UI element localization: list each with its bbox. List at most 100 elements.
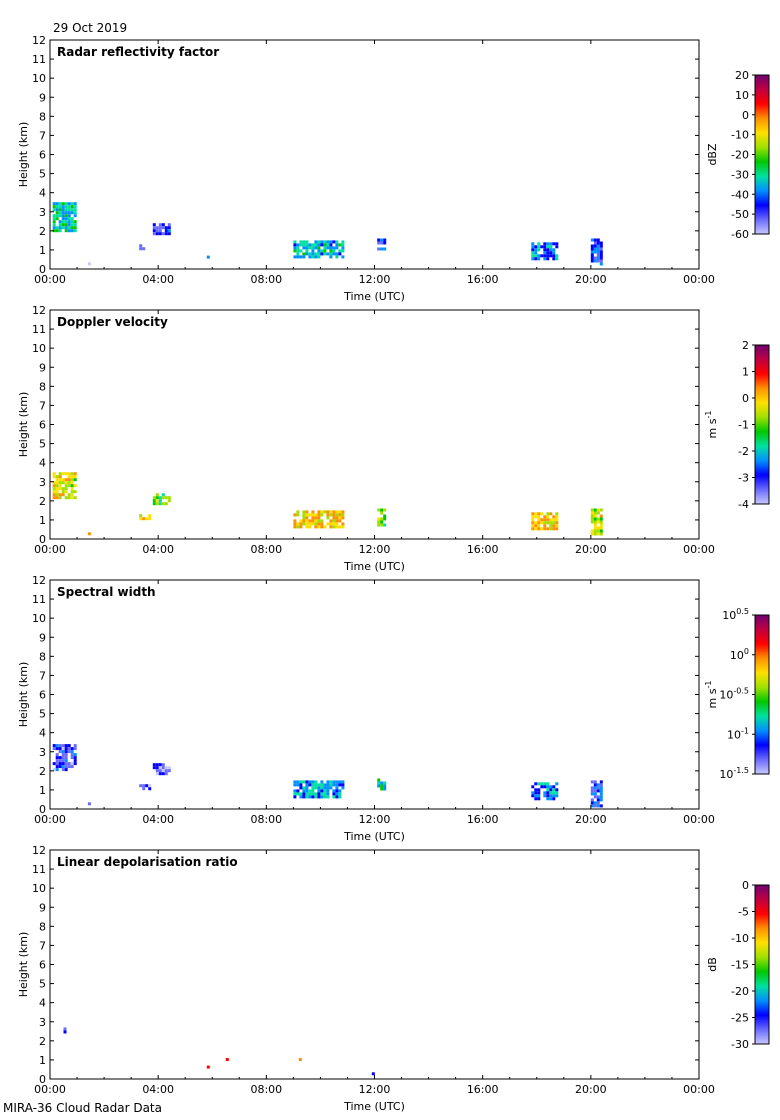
echo-cell: [67, 484, 71, 488]
echo-cell: [590, 798, 594, 802]
y-tick-label: 1: [39, 514, 46, 527]
echo-cell: [58, 487, 62, 491]
echo-cell: [58, 750, 62, 754]
echo-cell: [158, 232, 162, 236]
y-tick-label: 6: [39, 959, 46, 972]
echo-cell: [167, 226, 171, 230]
echo-cell: [161, 766, 165, 770]
echo-cell: [73, 490, 77, 494]
echo-cell: [543, 794, 547, 798]
echo-cell: [58, 496, 62, 500]
echo-cell: [305, 795, 309, 799]
echo-cell: [590, 256, 594, 260]
echo-cell: [329, 783, 333, 787]
echo-4-3: [225, 1058, 229, 1061]
colorbar-tick-label: 0: [742, 392, 749, 405]
echo-cell: [164, 229, 168, 233]
echo-cell: [67, 202, 71, 206]
echo-cell: [531, 524, 535, 528]
echo-cell: [61, 750, 65, 754]
echo-cell: [317, 519, 321, 523]
echo-cell: [61, 226, 65, 230]
echo-cell: [73, 202, 77, 206]
echo-cell: [55, 202, 59, 206]
y-tick-label: 2: [39, 225, 46, 238]
y-tick-label: 1: [39, 784, 46, 797]
echo-cell: [329, 255, 333, 259]
echo-cell: [323, 792, 327, 796]
echo-cell: [152, 232, 156, 236]
colorbar-unit-label: m s-1: [704, 411, 719, 439]
echo-cell: [52, 220, 56, 224]
echo-cell: [534, 794, 538, 798]
echo-cell: [341, 780, 345, 784]
echo-cell: [70, 750, 74, 754]
echo-cell: [67, 750, 71, 754]
echo-cell: [308, 246, 312, 250]
echo-cell: [599, 529, 603, 533]
y-tick-label: 2: [39, 765, 46, 778]
y-axis-label: Height (km): [17, 932, 30, 998]
echo-cell: [531, 248, 535, 252]
echo-cell: [296, 243, 300, 247]
echo-cell: [58, 481, 62, 485]
y-tick-label: 11: [32, 323, 46, 336]
colorbar-tick-label: -10: [731, 129, 749, 142]
echo-cell: [590, 786, 594, 790]
echo-cell: [58, 493, 62, 497]
echo-cell: [305, 783, 309, 787]
echo-cell: [317, 513, 321, 517]
echo-cell: [64, 229, 68, 233]
echo-cell: [596, 798, 600, 802]
echo-cell: [167, 223, 171, 227]
echo-cell: [338, 249, 342, 253]
colorbar-tick-label: 2: [742, 339, 749, 352]
echo-cell: [552, 254, 556, 258]
echo-cell: [67, 229, 71, 233]
echo-cell: [58, 205, 62, 209]
colorbar-tick-label: -1: [738, 419, 749, 432]
y-tick-label: 2: [39, 495, 46, 508]
colorbar-tick-label: -50: [731, 208, 749, 221]
echo-cell: [543, 245, 547, 249]
panel-title: Radar reflectivity factor: [57, 45, 219, 59]
echo-cell: [311, 780, 315, 784]
echo-cell: [67, 765, 71, 769]
echo-cell: [317, 252, 321, 256]
echo-cell: [67, 211, 71, 215]
echo-cell: [332, 780, 336, 784]
echo-cell: [70, 493, 74, 497]
echo-cell: [335, 783, 339, 787]
echo-cell: [167, 496, 171, 500]
echo-cell: [293, 783, 297, 787]
echo-cell: [305, 780, 309, 784]
echo-cell: [152, 496, 156, 500]
echo-4-1: [63, 1027, 67, 1034]
echo-cell: [55, 214, 59, 218]
colorbar-tick-label: 10: [735, 89, 749, 102]
echo-cell: [308, 792, 312, 796]
echo-cell: [70, 205, 74, 209]
echo-3-2: [139, 784, 152, 791]
echo-cell: [596, 253, 600, 257]
echo-cell: [164, 226, 168, 230]
echo-2-5: [377, 508, 387, 527]
echo-cell: [314, 795, 318, 799]
echo-cell: [332, 516, 336, 520]
echo-cell: [58, 226, 62, 230]
echo-cell: [64, 750, 68, 754]
echo-cell: [152, 502, 156, 506]
echo-cell: [58, 472, 62, 476]
echo-cell: [314, 255, 318, 259]
echo-cell: [70, 487, 74, 491]
echo-cell: [596, 238, 600, 242]
echo-cell: [549, 521, 553, 525]
echo-cell: [61, 744, 65, 748]
echo-cell: [155, 766, 159, 770]
x-tick-label: 16:00: [467, 813, 499, 826]
echo-cell: [543, 251, 547, 255]
echo-cell: [599, 262, 603, 266]
echo-cell: [338, 780, 342, 784]
echo-cell: [161, 763, 165, 767]
